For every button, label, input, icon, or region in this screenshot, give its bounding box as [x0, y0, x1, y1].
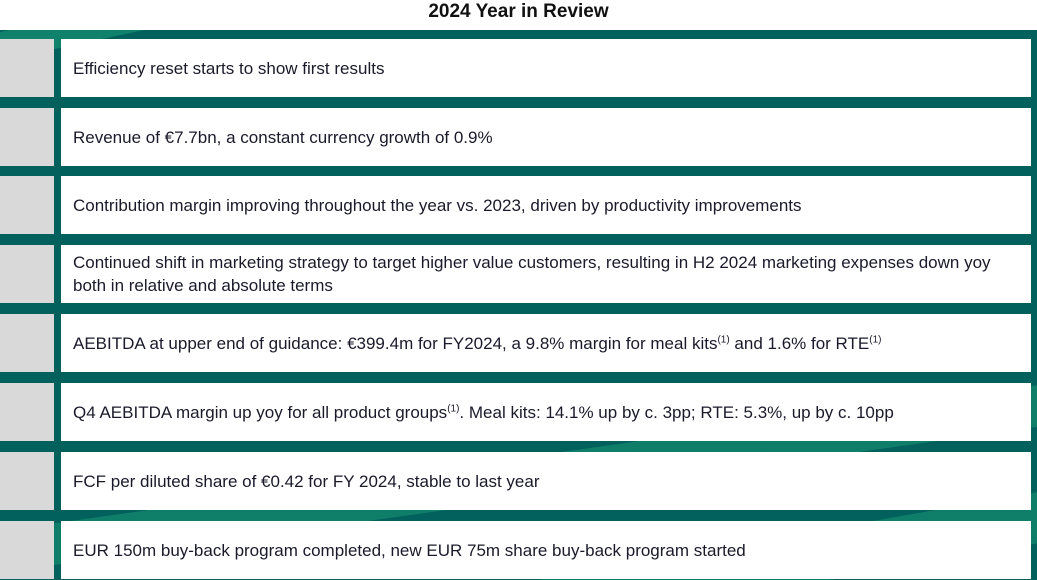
row-marker	[0, 39, 54, 97]
row-marker	[0, 176, 54, 234]
item-text: Continued shift in marketing strategy to…	[73, 253, 991, 295]
row-marker	[0, 108, 54, 166]
item-text: Revenue of €7.7bn, a constant currency g…	[73, 127, 493, 147]
page-title: 2024 Year in Review	[428, 1, 609, 22]
list-item: Contribution margin improving throughout…	[0, 176, 1031, 234]
list-item: Efficiency reset starts to show first re…	[0, 39, 1031, 97]
row-marker	[0, 245, 54, 303]
list-item: EUR 150m buy-back program completed, new…	[0, 521, 1031, 579]
row-marker	[0, 452, 54, 510]
list-item: Q4 AEBITDA margin up yoy for all product…	[0, 383, 1031, 441]
item-text: Q4 AEBITDA margin up yoy for all product…	[73, 402, 448, 422]
list-item: Revenue of €7.7bn, a constant currency g…	[0, 108, 1031, 166]
item-text: AEBITDA at upper end of guidance: €399.4…	[73, 333, 718, 353]
item-text: Efficiency reset starts to show first re…	[73, 58, 385, 78]
item-text: and 1.6% for RTE	[729, 333, 870, 353]
footnote-ref: (1)	[447, 402, 460, 414]
list-item: FCF per diluted share of €0.42 for FY 20…	[0, 452, 1031, 510]
row-marker	[0, 521, 54, 579]
item-text: EUR 150m buy-back program completed, new…	[73, 540, 746, 560]
row-marker	[0, 383, 54, 441]
row-marker	[0, 314, 54, 372]
footnote-ref: (1)	[717, 333, 730, 345]
list-item: Continued shift in marketing strategy to…	[0, 245, 1031, 303]
footnote-ref: (1)	[869, 333, 882, 345]
item-text: Contribution margin improving throughout…	[73, 195, 802, 215]
item-text: . Meal kits: 14.1% up by c. 3pp; RTE: 5.…	[459, 402, 894, 422]
item-text: FCF per diluted share of €0.42 for FY 20…	[73, 471, 540, 491]
list-item: AEBITDA at upper end of guidance: €399.4…	[0, 314, 1031, 372]
